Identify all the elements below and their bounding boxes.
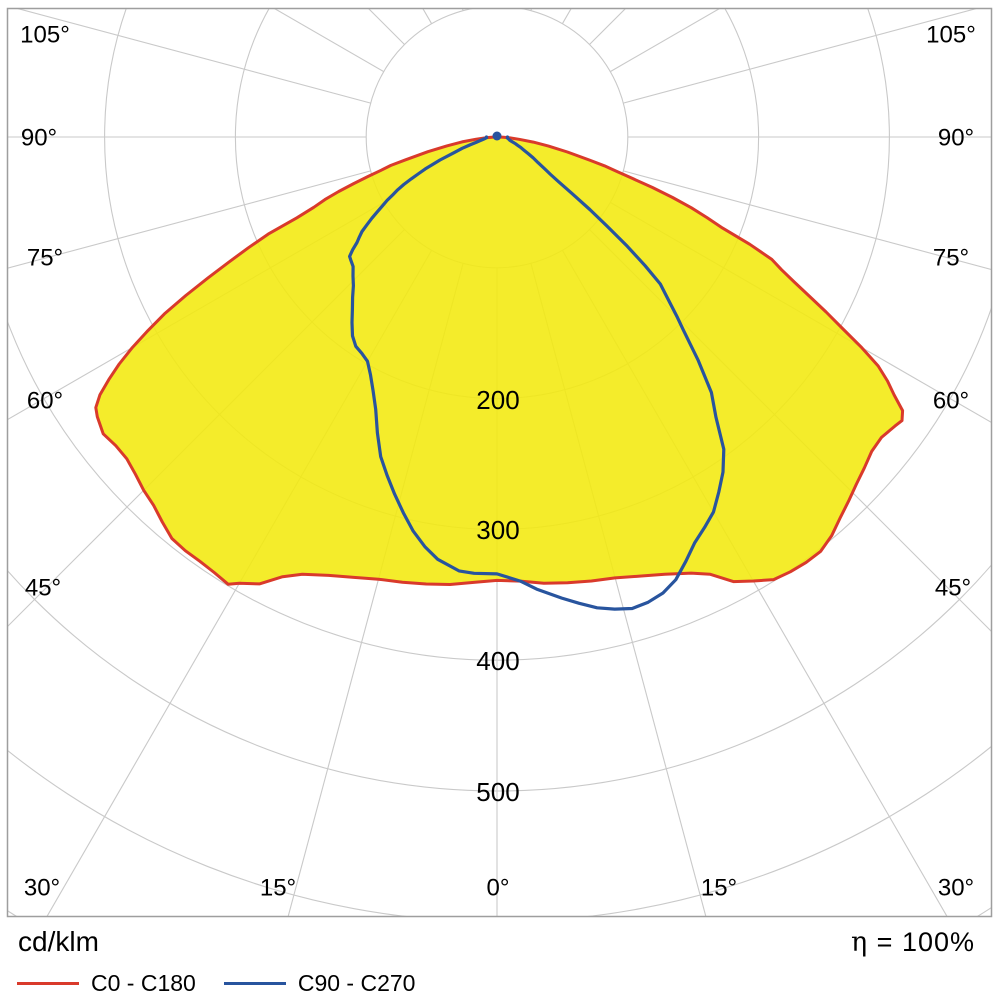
angle-label-l-105: 105° (20, 21, 70, 48)
radial-tick-label-300: 300 (476, 515, 519, 545)
angle-label-r-105: 105° (926, 21, 976, 48)
eta-symbol: η (850, 927, 869, 958)
legend-line-c90-c270 (223, 982, 286, 985)
footer-top-row: cd/klm η = 100% (18, 926, 975, 958)
grid-ray-105 (623, 8, 981, 104)
angle-label-l-45: 45° (25, 574, 61, 601)
angle-label-l-90: 90° (21, 124, 57, 151)
efficiency-value: = 100% (876, 927, 975, 957)
angle-label-bottom-3: 15° (701, 874, 737, 901)
radial-tick-label-200: 200 (476, 385, 519, 415)
angle-label-l-75: 75° (27, 244, 63, 271)
grid-ray-105 (13, 8, 371, 104)
legend-label-c90-c270: C90 - C270 (297, 970, 416, 996)
angle-label-r-90: 90° (938, 124, 974, 151)
radial-tick-label-500: 500 (476, 777, 519, 807)
grid-ray-150 (421, 8, 433, 24)
legend-item-c0-c180: C0 - C180 (17, 970, 196, 997)
grid-ray-75 (7, 170, 371, 269)
legend-label-c0-c180: C0 - C180 (91, 970, 196, 996)
grid-ray-75 (623, 170, 992, 271)
plot-frame (6, 7, 993, 918)
angle-label-bottom-2: 0° (487, 874, 510, 901)
unit-label: cd/klm (18, 926, 99, 957)
curve-apex-marker (492, 131, 502, 141)
legend-item-c90-c270: C90 - C270 (223, 970, 416, 997)
angle-label-bottom-1: 15° (260, 874, 296, 901)
radial-tick-label-400: 400 (476, 646, 519, 676)
angle-label-r-60: 60° (933, 387, 969, 414)
curve-c0-c180 (94, 135, 905, 586)
angle-label-l-60: 60° (27, 387, 63, 414)
legend-line-c0-c180 (17, 982, 79, 985)
angle-label-bottom-0: 30° (24, 874, 60, 901)
angle-label-r-75: 75° (933, 244, 969, 271)
polar-chart: 200 300 400 500 105° 105° 90° 90° 75° 75° 60° 60° 45… (6, 7, 993, 918)
angle-label-r-45: 45° (935, 574, 971, 601)
efficiency-label: η = 100% (851, 927, 975, 958)
footer: cd/klm η = 100% C0 - C180 C90 - C270 (0, 918, 999, 998)
angle-label-bottom-4: 30° (938, 874, 974, 901)
legend: C0 - C180 C90 - C270 (17, 970, 415, 997)
curve-c90-c270 (348, 135, 726, 611)
